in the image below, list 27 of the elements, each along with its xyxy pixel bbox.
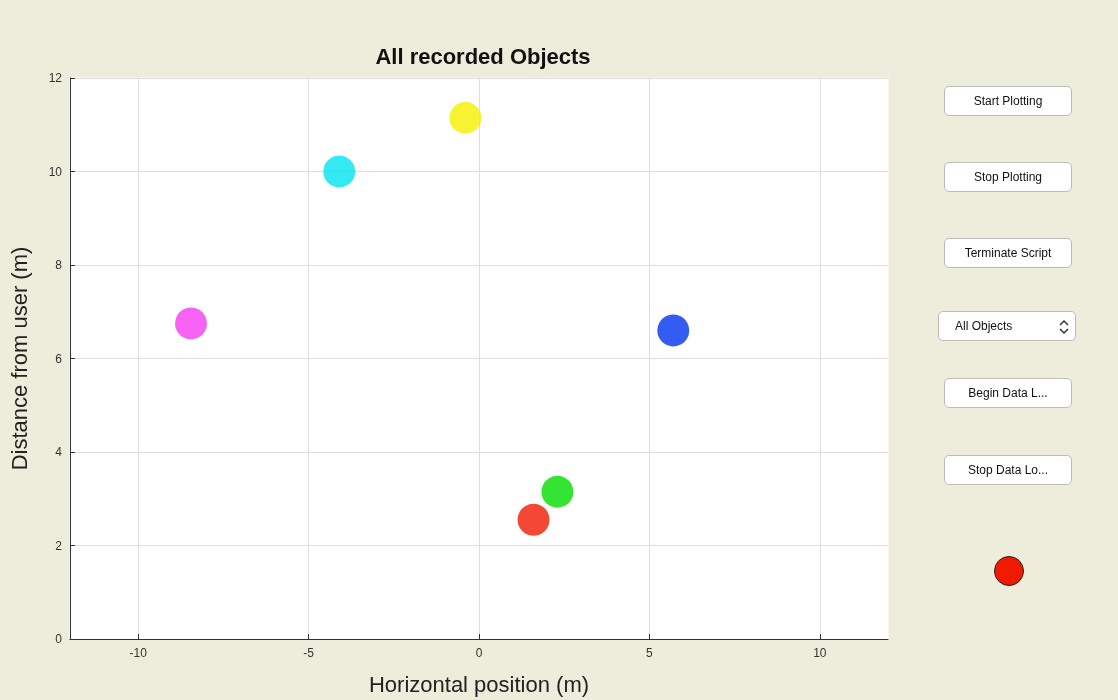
y-tick-label: 8 [55,258,63,272]
button: Begin Data L... [944,378,1072,408]
dropdown: All Objects [938,311,1076,341]
point [449,101,482,134]
x-tick-label: 10 [813,646,827,660]
button: Stop Plotting [944,162,1072,192]
x-tick-label: -5 [303,646,315,660]
x-axis-title: Horizontal position (m) [368,671,590,697]
chart-title: All recorded Objects [375,43,591,69]
point [175,307,207,340]
x-tick-label: 0 [475,646,483,660]
point [657,314,690,347]
point [541,475,574,508]
y-axis-title: Distance from user (m) [6,246,32,471]
y-tick-label: 2 [55,538,63,553]
button: Terminate Script [944,238,1072,268]
y-tick-label: 12 [48,71,63,85]
x-tick-label: -10 [129,646,148,660]
point [517,503,550,536]
point [323,155,356,188]
y-tick-label: 6 [55,351,63,366]
button: Start Plotting [944,86,1072,116]
y-tick-label: 4 [55,445,63,459]
x-tick-label: 5 [646,646,654,660]
y-tick-label: 0 [55,632,63,646]
button: Stop Data Lo... [944,455,1072,485]
y-tick-label: 10 [48,164,63,179]
